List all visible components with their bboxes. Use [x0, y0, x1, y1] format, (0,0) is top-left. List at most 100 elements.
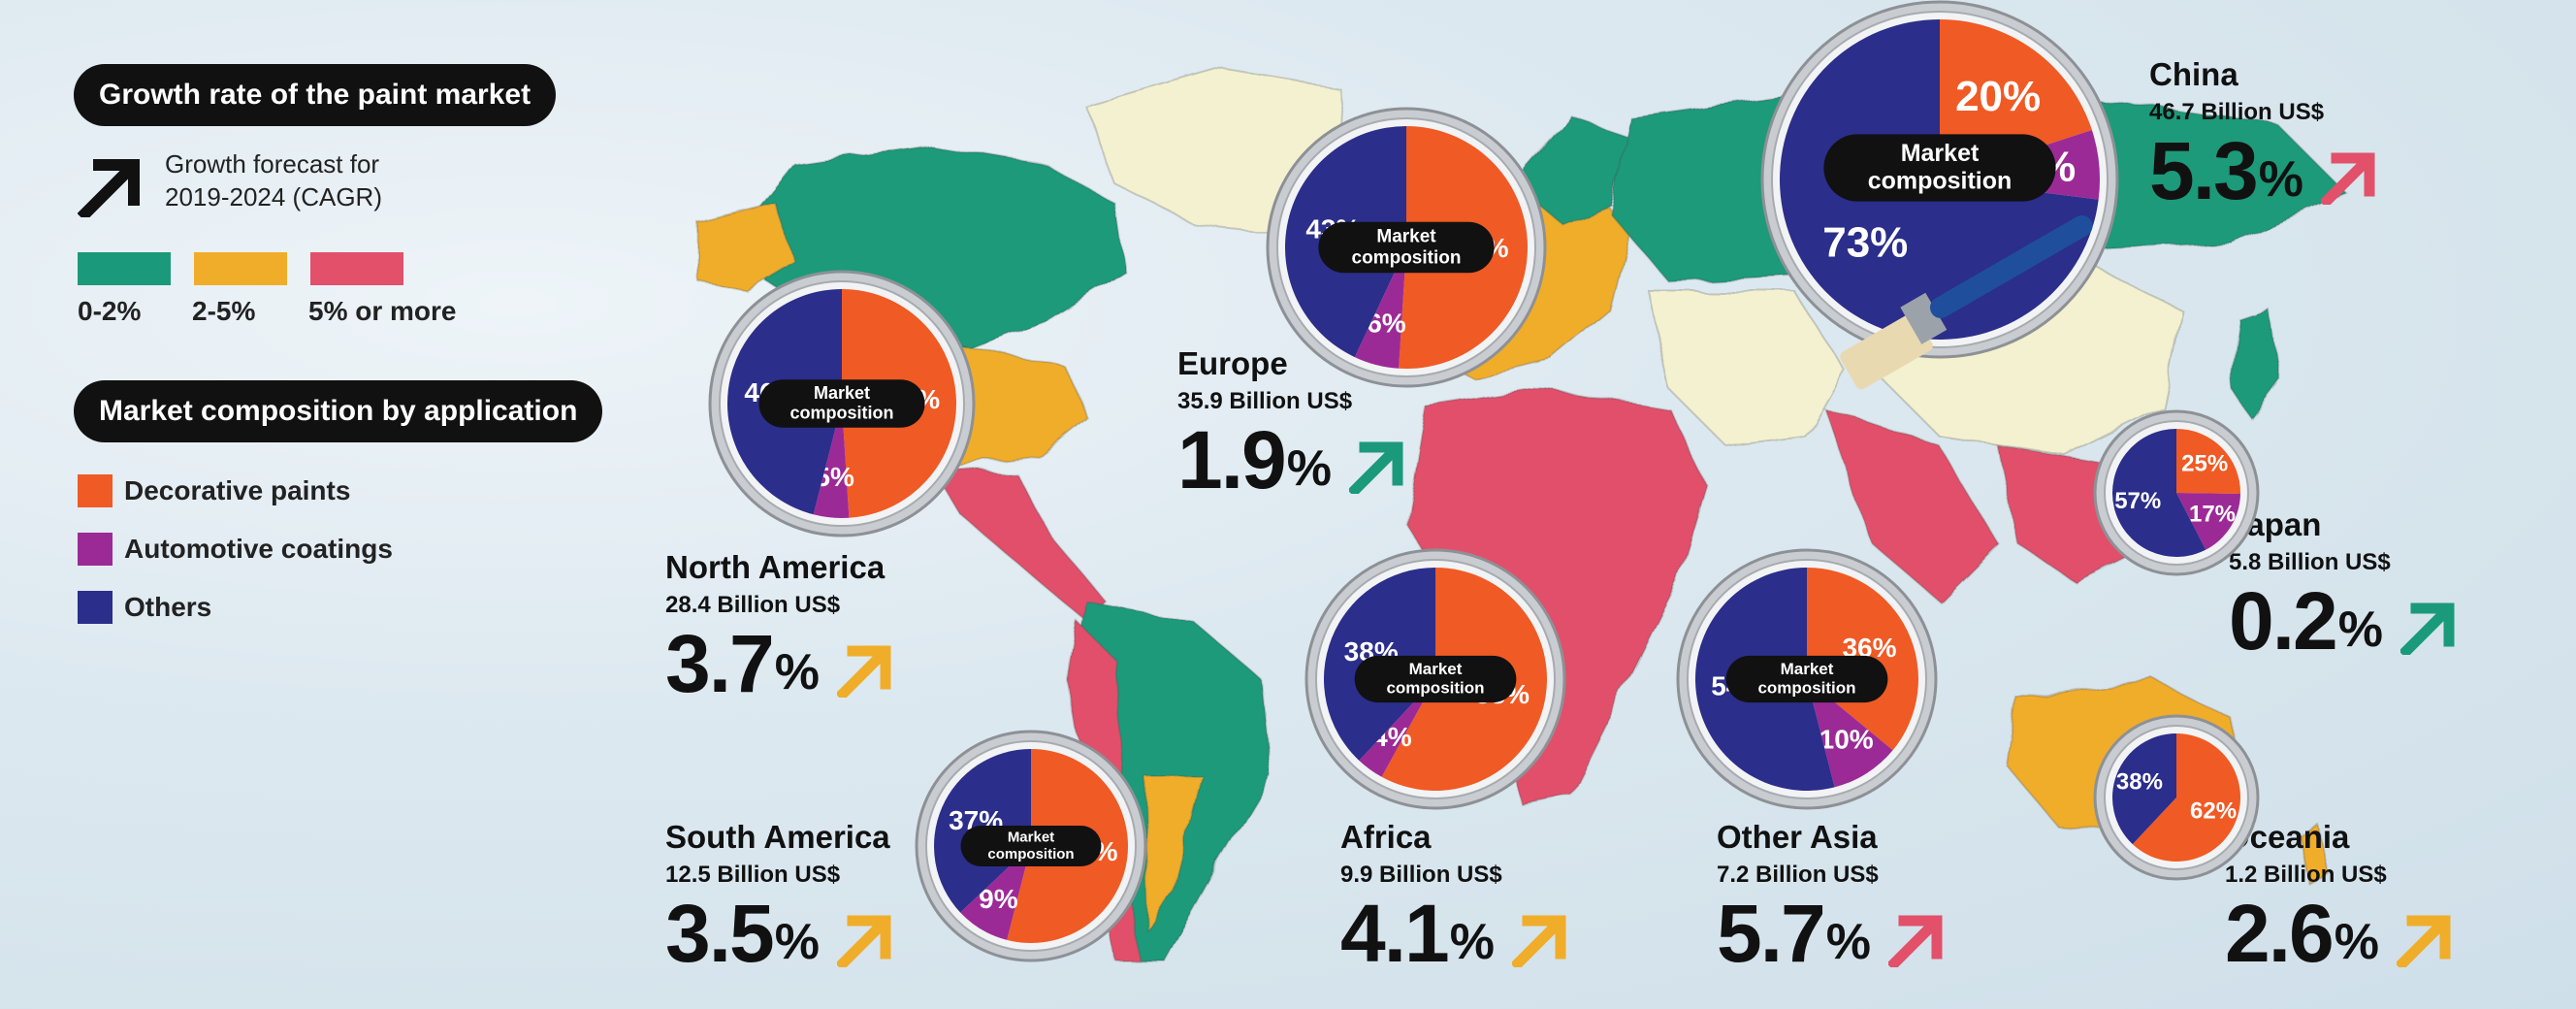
pie-japan: 25% 17% 57%	[2093, 409, 2260, 576]
region-growth-value: 0.2	[2229, 575, 2338, 667]
region-market-size: 1.2 Billion US$	[2225, 862, 2387, 888]
map-new-zealand	[2297, 823, 2330, 885]
center-label-line1: Market	[1901, 140, 1980, 167]
region-growth-value: 3.5	[665, 888, 775, 979]
center-label-line2: composition	[987, 846, 1074, 863]
region-name: South America	[665, 819, 890, 855]
others-swatch	[78, 591, 113, 624]
growth-arrow-icon	[1888, 915, 1943, 967]
pie-slice-decorative	[2132, 733, 2240, 862]
map-central-asia	[1647, 290, 1845, 448]
region-growth-unit: %	[2334, 914, 2380, 970]
composition-title: Market composition by application	[74, 380, 603, 442]
center-pill	[1823, 134, 2056, 202]
center-pill	[1318, 221, 1495, 274]
center-label-line2: composition	[1868, 168, 2012, 195]
forecast-label-line2: 2019-2024 (CAGR)	[165, 182, 382, 212]
region-growth-unit: %	[1449, 914, 1496, 970]
region-name: Other Asia	[1717, 819, 1878, 855]
growth-rate-title: Growth rate of the paint market	[74, 64, 557, 126]
pie-slice-label: 38%	[2116, 768, 2163, 795]
paint-brush-icon	[1840, 214, 2093, 390]
band-label-0-2: 0-2%	[78, 296, 142, 326]
region-growth-unit: %	[774, 914, 821, 970]
growth-arrow-icon	[2400, 602, 2455, 655]
region-growth-value: 5.3	[2149, 125, 2259, 216]
growth-arrow-icon	[1349, 441, 1403, 494]
growth-arrow-icon	[78, 159, 140, 217]
center-label-line1: Market	[814, 383, 870, 403]
center-pill	[1725, 655, 1888, 703]
region-growth-value: 1.9	[1177, 414, 1287, 505]
pie-slice-automotive	[813, 404, 850, 518]
forecast-label-line1: Growth forecast for	[165, 149, 380, 179]
map-alaska	[697, 202, 797, 293]
decorative-paints-label: Decorative paints	[124, 475, 351, 505]
pie-slice-label: 62%	[2190, 797, 2237, 824]
band-label-5-plus: 5% or more	[308, 296, 457, 326]
band-label-2-5: 2-5%	[192, 296, 256, 326]
region-growth-unit: %	[1286, 440, 1333, 497]
band-swatch-0-2	[78, 252, 171, 285]
center-label-line2: composition	[790, 404, 894, 423]
center-label-line1: Market	[1781, 660, 1834, 678]
region-south-america: South America 12.5 Billion US$ 3.5%	[665, 819, 891, 974]
region-china: China 46.7 Billion US$ 5.3%	[2149, 56, 2375, 212]
region-growth-unit: %	[1825, 914, 1872, 970]
region-name: North America	[665, 549, 886, 585]
region-market-size: 35.9 Billion US$	[1177, 388, 1353, 414]
band-swatch-5-plus	[310, 252, 403, 285]
region-market-size: 28.4 Billion US$	[665, 592, 841, 618]
region-europe: Europe 35.9 Billion US$ 1.9%	[1177, 345, 1403, 501]
growth-arrow-icon	[837, 645, 891, 698]
pie-slice-automotive	[1359, 679, 1435, 777]
region-growth-value: 5.7	[1717, 888, 1826, 979]
region-growth-unit: %	[774, 644, 821, 700]
center-label-line1: Market	[1376, 227, 1436, 247]
pie-oceania: 62% 38%	[2093, 714, 2260, 881]
band-swatch-2-5	[194, 252, 287, 285]
pie-slice-label: 57%	[2114, 488, 2161, 514]
pie-slice-label: 73%	[1822, 218, 1908, 266]
region-name: Europe	[1177, 345, 1288, 381]
pie-slice-automotive	[2176, 493, 2240, 550]
region-name: China	[2149, 56, 2238, 92]
pie-slice-automotive	[1354, 247, 1406, 369]
map-south-asia	[1821, 406, 2000, 603]
region-growth-value: 3.7	[665, 618, 775, 709]
decorative-paints-swatch	[78, 474, 113, 507]
region-market-size: 9.9 Billion US$	[1340, 862, 1502, 888]
region-africa: Africa 9.9 Billion US$ 4.1%	[1340, 819, 1566, 974]
pie-slice-automotive	[960, 846, 1031, 940]
pie-slice-others	[2112, 733, 2176, 845]
region-oceania: Oceania 1.2 Billion US$ 2.6%	[2225, 819, 2451, 974]
automotive-coatings-swatch	[78, 533, 113, 566]
map-japan	[2229, 309, 2281, 419]
pie-slice-label: 25%	[2181, 451, 2228, 477]
center-label-line2: composition	[1757, 679, 1855, 698]
center-pill	[1354, 655, 1517, 703]
region-market-size: 5.8 Billion US$	[2229, 549, 2391, 575]
pie-slice-label: 20%	[1955, 73, 2041, 120]
region-growth-unit: %	[2337, 602, 2384, 658]
center-label-line1: Market	[1409, 660, 1463, 678]
center-label-line2: composition	[1352, 247, 1462, 268]
region-growth-value: 2.6	[2225, 888, 2334, 979]
growth-arrow-icon	[837, 915, 891, 967]
pie-slice-label: 9%	[979, 884, 1018, 914]
center-pill	[960, 826, 1102, 866]
center-label-line1: Market	[1008, 830, 1054, 846]
region-name: Africa	[1340, 819, 1432, 855]
region-north-america: North America 28.4 Billion US$ 3.7%	[665, 549, 891, 704]
region-market-size: 46.7 Billion US$	[2149, 99, 2325, 125]
center-pill	[758, 379, 925, 428]
pie-slice-others	[2111, 429, 2206, 558]
pie-slice-decorative	[2176, 429, 2241, 495]
